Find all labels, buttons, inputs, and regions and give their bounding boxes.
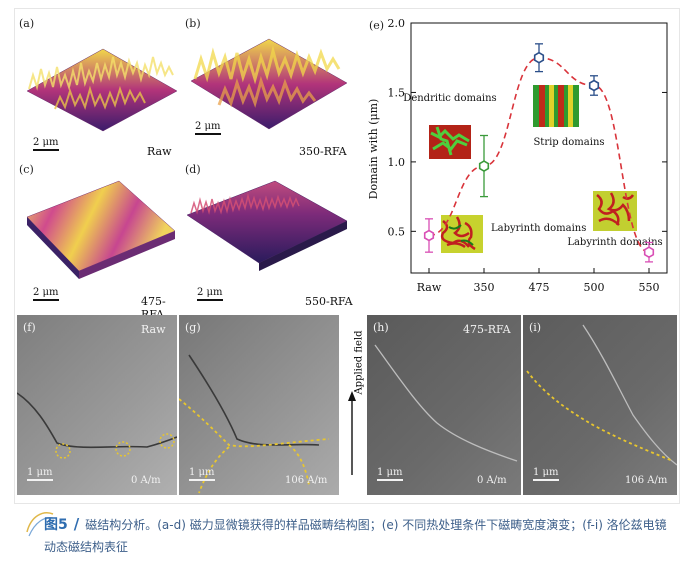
applied-field-text: Applied field xyxy=(353,330,365,395)
scale-bar-b: 2 μm xyxy=(195,121,221,135)
domain-wall-image-g xyxy=(179,354,330,494)
annotation-strip: Strip domains xyxy=(533,137,604,148)
scale-label-b: 2 μm xyxy=(195,121,221,132)
afm-panel-d: (d) 2 μm 550-RFA xyxy=(183,159,353,311)
sample-tag-h: 475-RFA xyxy=(463,323,511,336)
y-tick-label: 1.5 xyxy=(388,86,406,99)
afm-panel-a: (a) 2 μm Raw xyxy=(15,9,183,159)
scale-bar-i: 1 μm xyxy=(533,467,559,481)
caption-decoration xyxy=(26,512,54,537)
scale-label-a: 2 μm xyxy=(33,137,59,148)
scale-label-h: 1 μm xyxy=(377,467,403,478)
afm-surface-d xyxy=(186,180,348,271)
field-value-g: 106 A/m xyxy=(285,475,328,486)
domain-wall-image-f xyxy=(17,392,177,459)
panel-label-f: (f) xyxy=(23,321,36,334)
scale-bar-h: 1 μm xyxy=(377,467,403,481)
lorentz-panel-h: (h) 475-RFA 1 μm 0 A/m xyxy=(367,315,521,495)
scale-label-g: 1 μm xyxy=(189,467,215,478)
scale-bar-f: 1 μm xyxy=(27,467,53,481)
sample-tag-d: 550-RFA xyxy=(305,295,353,308)
caption-figure-number: 图5 xyxy=(44,517,68,533)
chart-panel-e: (e) Domain with (μm) Dendritic domains L… xyxy=(353,9,679,311)
y-tick-label: 0.5 xyxy=(388,225,406,238)
afm-panel-c: (c) 2 μm 475-RFA xyxy=(15,159,183,321)
x-tick-label: 350 xyxy=(474,281,495,294)
scale-label-c: 2 μm xyxy=(33,287,59,298)
afm-surface-b xyxy=(190,38,348,130)
sample-tag-b: 350-RFA xyxy=(299,145,347,158)
panel-label-e: (e) xyxy=(369,19,385,32)
data-point xyxy=(533,51,545,64)
panel-label-a: (a) xyxy=(19,17,35,30)
scale-bar-a: 2 μm xyxy=(33,137,59,151)
afm-surface-c xyxy=(26,180,176,279)
afm-surface-a xyxy=(26,48,178,132)
field-value-i: 106 A/m xyxy=(625,475,668,486)
figure: (a) 2 μm Raw (b) 2 μm 350-RFA xyxy=(14,8,680,504)
data-point xyxy=(588,79,600,92)
data-point xyxy=(643,246,655,259)
x-tick-label: 500 xyxy=(584,281,605,294)
panel-label-g: (g) xyxy=(185,321,201,334)
scale-label-f: 1 μm xyxy=(27,467,53,478)
lorentz-panel-i: (i) 1 μm 106 A/m xyxy=(523,315,677,495)
data-point xyxy=(423,229,435,242)
field-value-h: 0 A/m xyxy=(477,475,507,486)
x-tick-label: 550 xyxy=(639,281,660,294)
sample-tag-a: Raw xyxy=(147,145,172,158)
sample-tag-f: Raw xyxy=(141,323,166,336)
domain-width-chart: Domain with (μm) Dendritic domains Labyr… xyxy=(367,17,668,294)
afm-panel-b: (b) 2 μm 350-RFA xyxy=(183,9,353,159)
lorentz-panel-g: (g) 1 μm 106 A/m xyxy=(179,315,339,495)
panel-label-b: (b) xyxy=(185,17,201,30)
applied-field-label: Applied field xyxy=(341,325,365,485)
panel-label-d: (d) xyxy=(185,163,201,176)
scale-bar-g: 1 μm xyxy=(189,467,215,481)
annotation-dendritic: Dendritic domains xyxy=(403,93,496,104)
domain-wall-image-h xyxy=(374,344,518,462)
y-tick-label: 1.0 xyxy=(388,156,406,169)
figure-caption: 图5 /磁结构分析。(a-d) 磁力显微镜获得的样品磁畴结构图；(e) 不同热处理… xyxy=(44,513,674,558)
x-tick-label: Raw xyxy=(417,281,442,294)
field-value-f: 0 A/m xyxy=(131,475,161,486)
applied-field-arrow xyxy=(348,391,356,475)
scale-label-d: 2 μm xyxy=(197,287,223,298)
caption-separator: / xyxy=(73,515,80,533)
data-point xyxy=(478,160,490,173)
scale-bar-d: 2 μm xyxy=(197,287,223,301)
x-tick-label: 475 xyxy=(529,281,550,294)
annotation-labyrinth-left: Labyrinth domains xyxy=(491,223,586,234)
domain-wall-image-i xyxy=(526,324,677,466)
panel-label-c: (c) xyxy=(19,163,34,176)
scale-label-i: 1 μm xyxy=(533,467,559,478)
annotation-labyrinth-right: Labyrinth domains xyxy=(567,237,662,248)
caption-text: 磁结构分析。(a-d) 磁力显微镜获得的样品磁畴结构图；(e) 不同热处理条件下… xyxy=(44,518,667,554)
lorentz-panel-f: (f) Raw 1 μm 0 A/m xyxy=(17,315,177,495)
panel-label-h: (h) xyxy=(373,321,389,334)
y-axis-label: Domain with (μm) xyxy=(367,99,380,200)
y-tick-label: 2.0 xyxy=(388,17,406,30)
scale-bar-c: 2 μm xyxy=(33,287,59,301)
panel-label-i: (i) xyxy=(529,321,542,334)
